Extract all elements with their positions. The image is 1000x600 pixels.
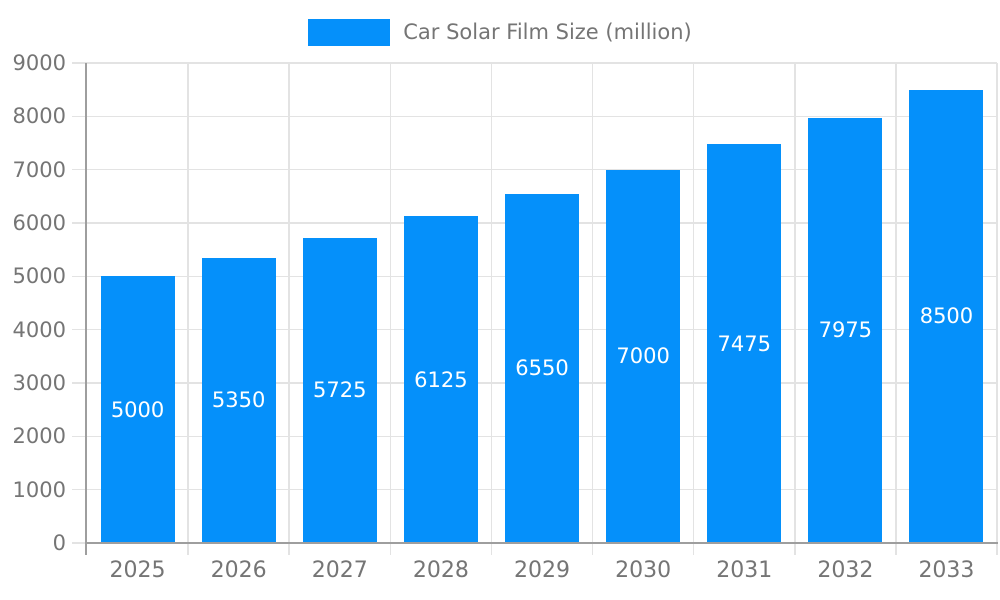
bar-value-label: 7975 [818,318,873,343]
bar-value-label: 5350 [211,388,266,413]
y-axis-label: 5000 [12,264,66,289]
bar-2027 [302,237,377,543]
x-axis-tick [692,543,695,555]
x-axis-tick [794,543,796,555]
y-axis-tick [72,488,87,491]
x-axis-line [87,542,998,544]
bar-2026 [201,257,276,543]
x-axis-label: 2030 [615,558,672,583]
grid-line-vertical [895,63,897,543]
grid-line-vertical [794,63,796,543]
x-axis-tick [490,543,493,555]
bar-2029 [505,193,579,543]
y-axis-tick [72,328,87,331]
y-axis-label: 4000 [12,317,66,342]
x-axis-label: 2028 [412,558,469,583]
x-axis-label: 2027 [311,558,368,583]
bar-2025 [100,276,175,543]
legend-label: Car Solar Film Size (million) [403,20,692,44]
bar-value-label: 5725 [313,378,367,403]
y-axis-tick [72,435,87,438]
bar-value-label: 8500 [919,304,974,329]
y-axis-label: 1000 [12,477,66,502]
y-axis-label: 9000 [12,51,66,75]
bar-value-label: 6550 [515,356,569,381]
y-axis-tick [72,168,87,171]
grid-line-vertical [490,63,493,543]
chart-legend[interactable]: Car Solar Film Size (million) [0,14,1000,50]
y-axis-tick [72,62,87,64]
grid-line-horizontal [87,168,997,171]
bar-2033 [909,89,984,543]
x-axis-label: 2025 [109,558,166,583]
y-axis-tick [72,382,87,384]
bar-value-label: 6125 [414,367,468,392]
grid-line-horizontal [87,62,997,64]
x-axis-tick [187,543,189,555]
bar-value-label: 7000 [616,344,670,369]
y-axis-line [85,63,87,555]
y-axis-tick [72,542,87,544]
x-axis-label: 2029 [514,558,570,583]
grid-line-horizontal [87,115,997,118]
y-axis-tick [72,222,87,224]
y-axis-label: 6000 [12,211,66,235]
bar-2031 [707,144,782,543]
grid-line-vertical [996,63,998,543]
x-axis-label: 2032 [817,558,874,583]
bar-value-label: 7475 [717,331,771,356]
grid-line-vertical [288,63,290,543]
y-axis-tick [72,115,87,118]
grid-line-vertical [389,63,392,543]
x-axis-tick [996,543,998,555]
x-axis-tick [288,543,290,555]
y-axis-label: 0 [52,531,66,555]
x-axis-tick [389,543,392,555]
y-axis-tick [72,275,87,278]
x-axis-label: 2033 [918,558,975,583]
x-axis-tick [591,543,594,555]
x-axis-label: 2031 [716,558,773,583]
grid-line-vertical [187,63,189,543]
y-axis-label: 3000 [12,371,66,395]
grid-line-vertical [692,63,695,543]
y-axis-label: 2000 [12,424,66,449]
y-axis-label: 8000 [12,104,66,129]
bar-value-label: 5000 [110,397,165,422]
legend-swatch-icon [308,18,391,46]
grid-line-vertical [591,63,594,543]
y-axis-label: 7000 [12,157,66,182]
bar-2032 [808,117,883,543]
x-axis-tick [895,543,897,555]
bar-2028 [403,216,478,543]
x-axis-label: 2026 [210,558,267,583]
bar-2030 [606,169,681,543]
